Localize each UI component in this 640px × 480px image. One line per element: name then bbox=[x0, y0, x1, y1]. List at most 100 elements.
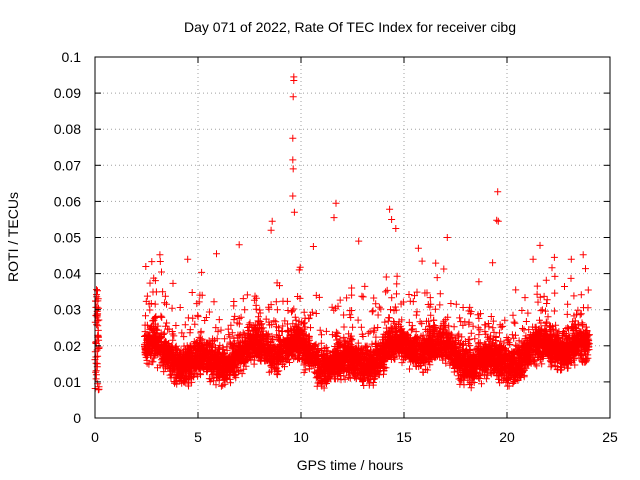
data-point bbox=[337, 376, 345, 384]
data-point bbox=[340, 372, 348, 380]
data-point bbox=[375, 303, 383, 311]
data-point bbox=[332, 366, 340, 374]
data-point bbox=[252, 305, 260, 313]
data-point bbox=[499, 322, 507, 330]
data-point bbox=[184, 314, 192, 322]
data-point bbox=[328, 303, 336, 311]
data-point bbox=[519, 325, 526, 332]
data-point bbox=[499, 354, 507, 362]
data-point bbox=[370, 328, 378, 336]
data-point bbox=[178, 329, 186, 337]
data-point bbox=[298, 355, 306, 363]
data-point bbox=[577, 310, 585, 318]
data-point bbox=[163, 319, 171, 327]
data-point bbox=[314, 379, 322, 387]
data-point bbox=[334, 347, 342, 354]
data-point bbox=[324, 347, 332, 355]
data-point bbox=[92, 311, 100, 319]
data-point bbox=[370, 294, 378, 302]
data-point bbox=[92, 375, 100, 383]
data-point bbox=[536, 293, 544, 301]
data-point bbox=[214, 374, 222, 382]
data-point bbox=[584, 351, 592, 359]
data-point bbox=[411, 335, 419, 343]
data-point bbox=[418, 257, 426, 265]
data-point bbox=[250, 356, 258, 364]
data-point bbox=[436, 301, 444, 309]
data-point bbox=[212, 381, 220, 389]
data-point bbox=[321, 375, 328, 382]
data-point bbox=[543, 343, 551, 351]
data-point bbox=[262, 315, 270, 323]
data-point bbox=[467, 329, 475, 337]
data-point bbox=[425, 323, 433, 331]
data-point bbox=[522, 318, 530, 325]
data-point bbox=[504, 337, 512, 345]
data-point bbox=[312, 310, 320, 317]
data-point bbox=[490, 362, 497, 370]
data-point bbox=[456, 314, 464, 322]
data-point bbox=[497, 337, 505, 345]
data-point bbox=[210, 371, 218, 379]
data-point bbox=[176, 304, 184, 311]
data-point bbox=[529, 255, 537, 263]
data-point bbox=[398, 359, 406, 367]
data-point bbox=[193, 357, 200, 365]
data-point bbox=[542, 276, 550, 284]
data-point bbox=[365, 381, 373, 389]
data-point bbox=[231, 372, 239, 380]
data-point bbox=[505, 355, 513, 363]
data-point bbox=[94, 332, 102, 340]
data-point bbox=[540, 292, 548, 300]
data-point bbox=[340, 337, 348, 345]
data-point bbox=[475, 331, 483, 339]
data-point bbox=[363, 347, 371, 355]
data-point bbox=[219, 381, 227, 389]
data-point bbox=[172, 322, 180, 329]
data-point bbox=[180, 333, 188, 341]
data-point bbox=[250, 296, 258, 304]
data-point bbox=[475, 278, 483, 286]
data-point bbox=[295, 354, 303, 362]
data-point bbox=[445, 322, 453, 330]
data-point bbox=[484, 320, 492, 327]
data-point bbox=[148, 358, 156, 366]
data-point bbox=[503, 334, 511, 341]
data-point bbox=[322, 327, 330, 335]
data-point bbox=[336, 296, 344, 304]
data-point bbox=[377, 305, 385, 313]
data-point bbox=[316, 326, 324, 334]
data-point bbox=[400, 328, 408, 336]
data-point bbox=[93, 286, 100, 294]
data-point bbox=[388, 294, 396, 302]
data-point bbox=[207, 352, 215, 360]
data-point bbox=[489, 324, 497, 332]
data-point bbox=[215, 316, 223, 324]
data-point bbox=[509, 311, 517, 319]
data-point bbox=[286, 359, 293, 366]
data-point bbox=[212, 324, 220, 332]
data-point bbox=[500, 339, 508, 347]
data-point bbox=[148, 258, 156, 266]
data-point bbox=[534, 298, 542, 306]
data-point bbox=[92, 338, 100, 346]
data-point bbox=[385, 329, 392, 337]
data-point bbox=[482, 375, 490, 383]
data-point bbox=[92, 353, 100, 361]
data-point bbox=[181, 321, 189, 329]
data-point bbox=[143, 292, 151, 300]
data-point bbox=[418, 320, 426, 328]
data-point bbox=[198, 335, 206, 343]
data-point bbox=[357, 346, 365, 354]
data-point bbox=[203, 367, 211, 375]
data-point bbox=[505, 374, 512, 382]
data-point bbox=[300, 320, 307, 328]
data-point bbox=[92, 367, 100, 375]
data-point bbox=[170, 332, 178, 340]
data-point bbox=[425, 330, 433, 338]
data-point bbox=[237, 313, 245, 321]
data-point bbox=[151, 277, 159, 285]
data-point bbox=[426, 294, 434, 302]
data-point bbox=[92, 368, 100, 376]
